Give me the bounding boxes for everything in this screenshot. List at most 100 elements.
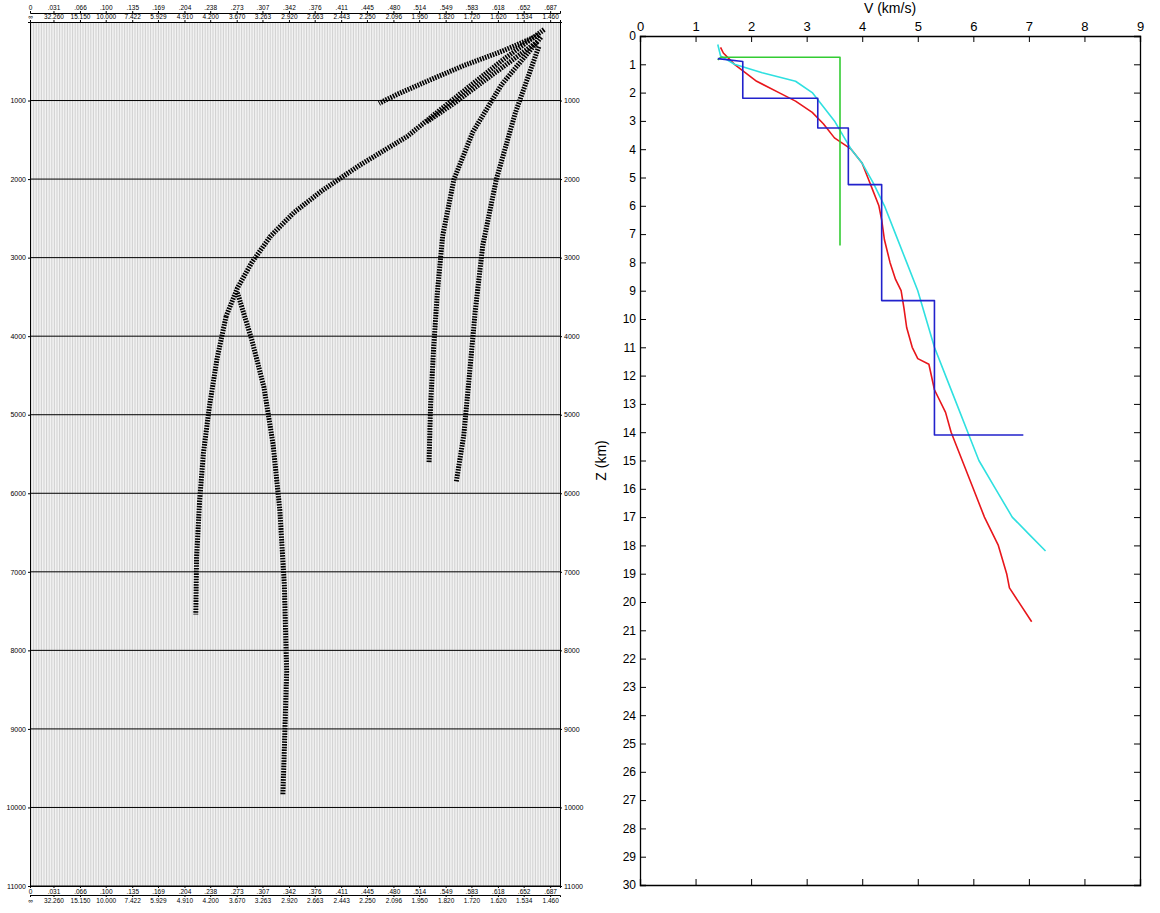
tick: 2.443	[334, 13, 351, 22]
tick: .273	[231, 4, 244, 13]
tick-label: 9	[1137, 19, 1144, 34]
grid-line	[30, 493, 560, 494]
tick-label: .273	[231, 888, 244, 895]
grid-line	[30, 650, 560, 651]
tick-label: 1.720	[464, 13, 481, 20]
tick: 29	[623, 850, 646, 864]
tick: 1000	[560, 97, 580, 104]
trace	[358, 22, 359, 886]
trace	[291, 22, 292, 886]
tick: 2.920	[281, 13, 298, 22]
trace	[210, 22, 211, 886]
tick-label: 2.250	[359, 897, 376, 904]
tick	[1134, 178, 1140, 179]
trace	[278, 22, 279, 886]
trace	[49, 22, 50, 886]
tick-mark	[560, 493, 562, 494]
tick: 15.150	[71, 895, 91, 904]
trace	[103, 22, 104, 886]
trace	[408, 22, 409, 886]
tick	[1134, 64, 1140, 65]
trace	[488, 22, 489, 886]
tick: 3.263	[255, 895, 272, 904]
tick-label: 2.920	[281, 13, 298, 20]
trace	[413, 22, 414, 886]
trace	[122, 22, 123, 886]
tick-mark	[1084, 36, 1085, 42]
tick-mark	[28, 258, 30, 259]
trace	[231, 22, 232, 886]
tick-label: 7	[1026, 19, 1033, 34]
tick-label: 2.096	[386, 897, 403, 904]
tick-label: 13	[623, 397, 637, 411]
trace	[233, 22, 234, 886]
tick-mark	[1134, 715, 1140, 716]
series-line	[237, 293, 286, 795]
tick-mark	[640, 178, 646, 179]
tick: .514	[413, 4, 426, 13]
tick-mark	[1134, 291, 1140, 292]
tick-mark	[132, 20, 133, 22]
tick: 12	[623, 369, 646, 383]
tick-mark	[524, 20, 525, 22]
tick	[1134, 262, 1140, 263]
tick-mark	[560, 572, 562, 573]
tick-mark	[1134, 857, 1140, 858]
trace	[418, 22, 419, 886]
trace	[556, 22, 557, 886]
tick-label: 1.620	[490, 13, 507, 20]
trace	[189, 22, 190, 886]
trace	[296, 22, 297, 886]
tick: 15	[623, 454, 646, 468]
tick-label: 21	[623, 624, 637, 638]
tick: 0	[629, 29, 646, 43]
tick: 2.096	[386, 895, 403, 904]
tick-mark	[262, 20, 263, 22]
tick: 1.534	[516, 895, 533, 904]
tick: .445	[361, 4, 374, 13]
trace	[348, 22, 349, 886]
series-line	[196, 316, 226, 614]
tick-mark	[560, 729, 562, 730]
grid-line	[30, 571, 560, 572]
tick-mark	[560, 258, 562, 259]
tick-mark	[1134, 659, 1140, 660]
tick-label: 7.422	[125, 897, 142, 904]
tick: 3.263	[255, 13, 272, 22]
tick-label: 11	[624, 341, 637, 355]
trace	[200, 22, 201, 886]
tick	[1134, 857, 1140, 858]
tick-label: 4000	[10, 333, 26, 340]
tick-label: 1.620	[490, 897, 507, 904]
trace	[153, 22, 154, 886]
tick	[1134, 630, 1140, 631]
tick-label: 5.929	[150, 13, 167, 20]
tick	[1029, 879, 1030, 885]
tick-label: .618	[492, 4, 505, 11]
tick-label: .652	[518, 4, 531, 11]
tick: 2000	[560, 176, 580, 183]
tick-mark	[1134, 545, 1140, 546]
tick-mark	[640, 149, 646, 150]
trace	[345, 22, 346, 886]
tick-mark	[862, 36, 863, 42]
tick-mark	[1134, 36, 1140, 37]
trace	[101, 22, 102, 886]
tick: .031	[48, 4, 61, 13]
tick: 4000	[560, 333, 580, 340]
y-axis-title: Z (km)	[593, 440, 609, 480]
tick-label: 14	[623, 426, 637, 440]
trace	[361, 22, 362, 886]
tick: 15.150	[71, 13, 91, 22]
trace	[517, 22, 518, 886]
tick-label: 10.000	[96, 897, 116, 904]
tick: 1	[629, 58, 646, 72]
series-line	[379, 35, 539, 103]
tick: .549	[440, 4, 453, 13]
tick-label: 1.534	[516, 13, 533, 20]
tick-mark	[640, 461, 646, 462]
trace	[181, 22, 182, 886]
tick-mark	[560, 650, 562, 651]
tick	[1134, 432, 1140, 433]
trace	[249, 22, 250, 886]
